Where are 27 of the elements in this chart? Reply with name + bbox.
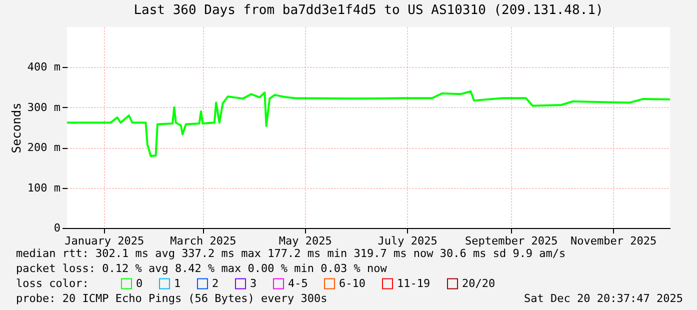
y-tick-label: 200 m bbox=[27, 141, 61, 154]
x-tick-label: November 2025 bbox=[570, 234, 657, 248]
text: probe: 20 ICMP Echo Pings (56 Bytes) every 300s bbox=[16, 292, 328, 305]
y-tick-label: 0 bbox=[54, 222, 60, 234]
y-tick-label: 300 m bbox=[27, 100, 61, 114]
legend-label: 6-10 bbox=[339, 276, 366, 290]
y-tick-label: 400 m bbox=[27, 60, 61, 74]
legend-label: 20/20 bbox=[462, 276, 496, 290]
line-series bbox=[66, 90, 671, 158]
legend-label: 11-19 bbox=[397, 276, 430, 290]
text: median rtt: 302.1 ms avg 337.2 ms max 177.2 ms min 319.7 ms now 30.6 ms sd 9.9 am/s bbox=[16, 247, 566, 260]
legend-label: 0 bbox=[136, 276, 143, 290]
x-tick-label: March 2025 bbox=[170, 234, 236, 248]
y-tick-label: 100 m bbox=[27, 181, 61, 194]
legend-label: 2 bbox=[212, 276, 219, 290]
y-axis-title: Seconds bbox=[9, 102, 24, 154]
x-tick-label: January 2025 bbox=[64, 234, 144, 248]
legend-label: 4-5 bbox=[288, 276, 308, 290]
x-tick-label: May 2025 bbox=[278, 234, 332, 248]
x-tick-label: September 2025 bbox=[465, 234, 558, 248]
legend-label: 3 bbox=[250, 276, 257, 290]
chart-title: Last 360 Days from ba7dd3e1f4d5 to US AS10310 (209.131.48.1) bbox=[134, 3, 604, 18]
legend-title: loss color: bbox=[16, 277, 89, 290]
text: Sat Dec 20 20:37:47 2025 bbox=[524, 292, 683, 305]
legend-label: 1 bbox=[174, 276, 181, 290]
text: packet loss: 0.12 % avg 8.42 % max 0.00 % min 0.03 % now bbox=[16, 262, 388, 275]
x-tick-label: July 2025 bbox=[378, 234, 438, 248]
